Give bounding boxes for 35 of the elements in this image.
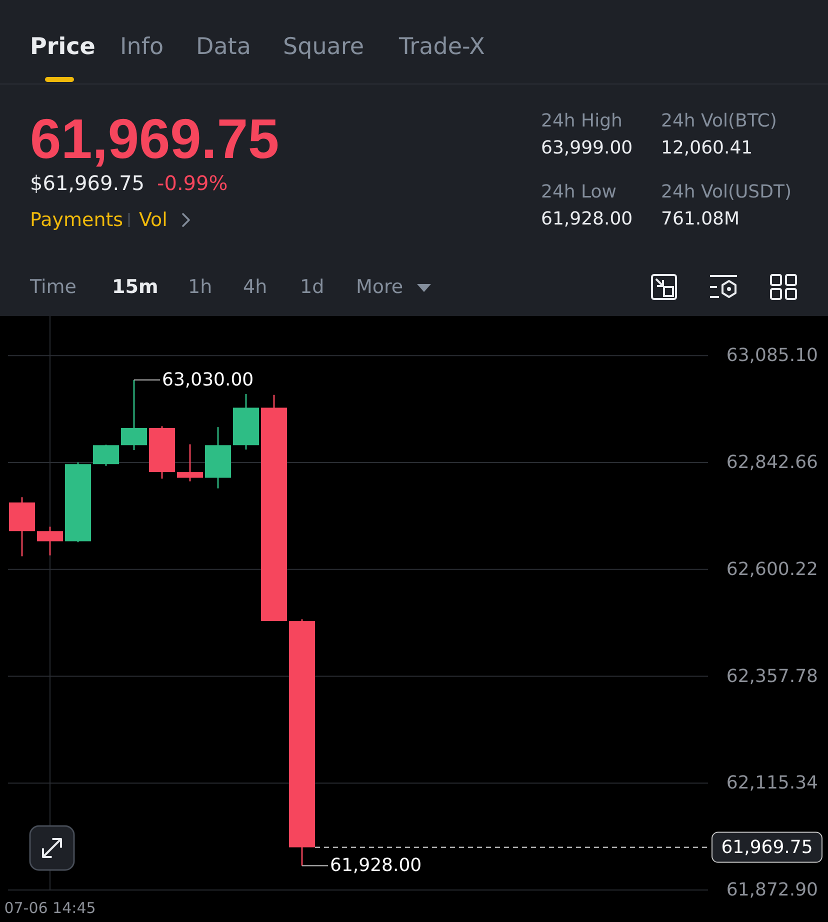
y-tick-label: 63,085.10 bbox=[726, 345, 818, 366]
y-tick-label: 62,600.22 bbox=[726, 558, 818, 580]
y-tick-label: 61,872.90 bbox=[726, 880, 818, 900]
text: $61,969.75 bbox=[30, 171, 145, 195]
x-tick-label: 07-06 14:45 bbox=[4, 899, 96, 917]
text: 24h Vol(BTC) bbox=[661, 110, 777, 132]
text: Vol bbox=[139, 209, 168, 231]
text: -0.99% bbox=[157, 171, 228, 195]
text: 61,969.75 bbox=[30, 107, 280, 170]
text: 12,060.41 bbox=[661, 138, 753, 158]
text: 24h Low bbox=[541, 182, 616, 202]
text: Payments bbox=[30, 209, 124, 231]
text: Trade-X bbox=[398, 34, 486, 60]
text: 24h High bbox=[541, 110, 622, 132]
y-tick-label: 62,115.34 bbox=[726, 772, 818, 794]
text: 761.08M bbox=[661, 208, 740, 230]
text: Info bbox=[120, 34, 164, 60]
ref-line-label: 61,969.75 bbox=[721, 836, 813, 858]
y-tick-label: 62,357.78 bbox=[726, 666, 818, 687]
text: 1d bbox=[300, 276, 324, 298]
annotation: 63,030.00 bbox=[162, 369, 254, 390]
text: 15m bbox=[112, 276, 158, 298]
text: Price bbox=[30, 34, 96, 60]
annotation: 61,928.00 bbox=[330, 855, 422, 876]
text: 4h bbox=[243, 276, 268, 298]
text: 24h Vol(USDT) bbox=[661, 182, 792, 202]
text: Data bbox=[196, 34, 251, 60]
text: 1h bbox=[188, 276, 212, 298]
candlestick bbox=[177, 444, 203, 482]
text: 63,999.00 bbox=[541, 138, 633, 158]
text: More bbox=[356, 276, 404, 298]
text: Time bbox=[29, 276, 76, 298]
y-tick-label: 62,842.66 bbox=[726, 452, 818, 474]
text: Square bbox=[283, 34, 364, 60]
text: 61,928.00 bbox=[541, 208, 633, 230]
